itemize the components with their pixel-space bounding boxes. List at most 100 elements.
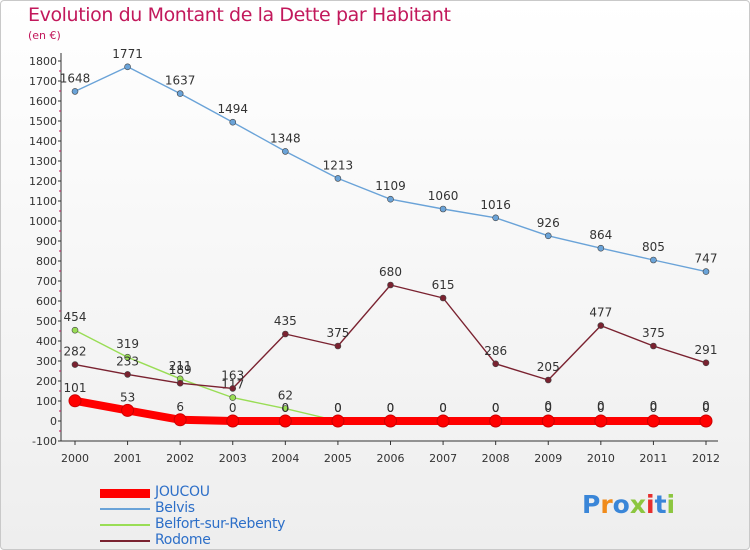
- data-label: 0: [544, 401, 552, 415]
- data-point: [121, 403, 135, 417]
- x-tick-label: 2010: [587, 452, 615, 465]
- data-point: [544, 376, 552, 384]
- data-point: [124, 63, 131, 71]
- y-tick-label: 900: [36, 235, 57, 248]
- data-label: 1771: [112, 47, 143, 61]
- y-tick-label: 100: [36, 395, 57, 408]
- x-tick-label: 2002: [166, 452, 194, 465]
- data-label: 615: [432, 278, 455, 292]
- data-point: [646, 414, 660, 428]
- legend-swatch: [100, 540, 150, 542]
- y-tick-label: 1200: [29, 175, 57, 188]
- x-tick-label: 2009: [534, 452, 562, 465]
- data-label: 375: [642, 326, 665, 340]
- data-point: [436, 414, 450, 428]
- x-tick-label: 2000: [61, 452, 89, 465]
- data-label: 1016: [480, 198, 511, 212]
- data-point: [650, 342, 657, 350]
- x-tick-label: 2006: [377, 452, 405, 465]
- y-tick-label: 500: [36, 315, 57, 328]
- y-tick-label: 0: [50, 415, 57, 428]
- y-tick-label: 1300: [29, 155, 57, 168]
- data-label: 163: [221, 368, 244, 382]
- data-point: [71, 88, 79, 95]
- data-label: 101: [64, 381, 87, 395]
- data-label: 0: [334, 401, 342, 415]
- data-label: 0: [229, 401, 237, 415]
- data-label: 1109: [375, 179, 406, 193]
- data-label: 211: [169, 359, 192, 373]
- data-point: [71, 361, 79, 368]
- y-tick-label: 1000: [29, 215, 57, 228]
- y-tick-label: -100: [32, 435, 57, 448]
- data-label: 0: [282, 401, 290, 415]
- x-tick-label: 2003: [219, 452, 247, 465]
- data-label: 0: [439, 401, 447, 415]
- data-point: [282, 405, 289, 412]
- data-point: [384, 414, 397, 428]
- logo-letter: t: [654, 490, 667, 519]
- data-label: 62: [278, 389, 293, 403]
- data-label: 233: [116, 354, 139, 368]
- data-point: [541, 414, 555, 428]
- data-label: 1494: [217, 102, 248, 116]
- data-point: [594, 414, 608, 428]
- data-point: [282, 148, 289, 155]
- data-label: 6: [176, 400, 184, 414]
- data-point: [71, 326, 79, 334]
- data-point: [650, 256, 657, 264]
- data-point: [597, 244, 605, 252]
- data-point: [544, 232, 552, 240]
- y-tick-label: 1100: [29, 195, 57, 208]
- y-tick-label: 1500: [29, 115, 57, 128]
- data-point: [331, 414, 345, 428]
- chart-title: Evolution du Montant de la Dette par Hab…: [28, 4, 451, 26]
- data-label: 0: [597, 399, 605, 413]
- data-point: [124, 353, 131, 361]
- data-point: [439, 205, 447, 213]
- y-tick-label: 1600: [29, 95, 57, 108]
- data-label: 1060: [428, 189, 459, 203]
- data-label: 435: [274, 314, 297, 328]
- data-point: [597, 322, 605, 329]
- data-label: 1213: [323, 158, 354, 172]
- data-point: [439, 294, 447, 302]
- data-point: [492, 360, 499, 368]
- proxiti-logo: Proxiti: [582, 490, 675, 519]
- data-point: [226, 414, 240, 428]
- data-label: 0: [387, 401, 395, 415]
- data-label: 286: [484, 344, 507, 358]
- data-label: 189: [169, 363, 192, 377]
- data-label: 864: [589, 228, 612, 242]
- y-tick-label: 600: [36, 295, 57, 308]
- legend-swatch: [100, 489, 150, 498]
- chart-subtitle: (en €): [28, 29, 61, 42]
- data-label: 282: [64, 345, 87, 359]
- data-label: 0: [597, 401, 605, 415]
- data-point: [334, 175, 342, 182]
- data-label: 680: [379, 265, 402, 279]
- data-point: [492, 214, 499, 222]
- data-label: 0: [702, 399, 710, 413]
- data-point: [334, 342, 342, 350]
- logo-letter: r: [600, 490, 613, 519]
- y-tick-label: 800: [36, 255, 57, 268]
- logo-letter: i: [646, 490, 655, 519]
- data-point: [282, 330, 289, 338]
- x-tick-label: 2001: [114, 452, 142, 465]
- data-label: 0: [650, 399, 658, 413]
- legend-label: Belfort-sur-Rebenty: [155, 516, 286, 532]
- data-point: [173, 413, 187, 427]
- logo-letter: x: [629, 490, 646, 519]
- legend-label: JOUCOU: [155, 484, 210, 500]
- data-point: [702, 268, 710, 275]
- x-tick-label: 2007: [429, 452, 457, 465]
- data-label: 53: [120, 390, 135, 404]
- data-point: [176, 379, 184, 387]
- data-label: 1348: [270, 131, 301, 145]
- y-tick-label: 700: [36, 275, 57, 288]
- legend-label: Belvis: [155, 500, 195, 516]
- logo-letter: o: [612, 490, 630, 519]
